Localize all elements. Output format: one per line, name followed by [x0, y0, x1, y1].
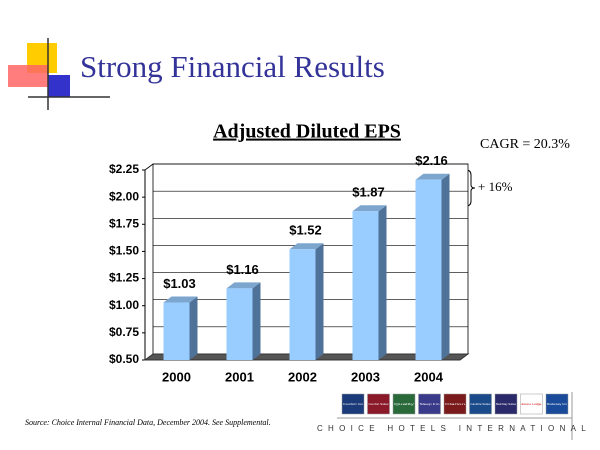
brand-name: Rodeway Inn — [547, 402, 567, 406]
brand-logo — [494, 393, 518, 415]
bar-side — [378, 205, 387, 360]
x-tick-label: 2002 — [288, 369, 317, 384]
deco-square — [48, 75, 70, 97]
x-tick-label: 2000 — [162, 369, 191, 384]
y-tick-label: $1.75 — [109, 216, 139, 230]
brand-name: Cambria Suites — [471, 402, 491, 406]
bar — [352, 211, 379, 360]
brand-name: Econo Lodge — [522, 402, 542, 406]
x-tick-label: 2003 — [351, 369, 380, 384]
y-tick-label: $0.75 — [109, 325, 139, 339]
y-tick-label: $2.25 — [109, 162, 139, 176]
bar — [226, 288, 253, 360]
brand-logo — [443, 393, 467, 415]
y-tick-label: $1.50 — [109, 244, 139, 258]
brand-logo — [469, 393, 492, 415]
company-name: CHOICE HOTELS INTERNATIONAL — [317, 424, 591, 433]
bar-top — [226, 282, 261, 289]
bar-top — [289, 243, 324, 250]
bar-top — [163, 296, 198, 303]
y-tick-label: $0.50 — [109, 352, 139, 366]
bar-side — [189, 296, 198, 360]
slide-title: Strong Financial Results — [80, 49, 385, 84]
bar-side — [252, 282, 261, 360]
brand-logo — [520, 393, 543, 415]
value-label: $1.52 — [289, 223, 322, 238]
brand-logo — [341, 393, 365, 415]
brand-name: Comfort Suites — [369, 402, 390, 406]
brand-logo — [367, 393, 390, 415]
brace — [465, 169, 476, 207]
source-note: Source: Choice Internal Financial Data, … — [25, 418, 271, 427]
brand-logo — [545, 393, 569, 415]
bar-top — [352, 205, 387, 212]
bar-top — [415, 173, 450, 180]
brand-name: MainStay Suites — [496, 402, 516, 406]
axis-line — [144, 163, 154, 171]
annotation: CAGR = 20.3% — [480, 137, 570, 152]
value-label: $1.16 — [226, 262, 259, 277]
y-tick-label: $1.00 — [109, 298, 139, 312]
bar — [415, 179, 442, 360]
bar-side — [441, 173, 450, 360]
deco-square — [8, 65, 48, 87]
y-tick-label: $1.25 — [109, 271, 139, 285]
bar — [289, 249, 316, 360]
chart-title: Adjusted Diluted EPS — [213, 121, 401, 143]
brand-name: Comfort Inn — [343, 402, 363, 406]
value-label: $1.87 — [352, 185, 385, 200]
brand-name: Clarion — [445, 402, 466, 406]
value-label: $2.16 — [415, 153, 448, 168]
bar-side — [315, 243, 324, 360]
bar — [163, 302, 190, 360]
brand-name: Sleep Inn — [420, 402, 441, 406]
x-tick-label: 2001 — [225, 369, 254, 384]
x-tick-label: 2004 — [414, 369, 444, 384]
annotation: + 16% — [478, 179, 513, 194]
brand-logo — [418, 393, 441, 415]
brand-name: Quality — [394, 402, 415, 406]
brand-logo — [392, 393, 416, 415]
y-tick-label: $2.00 — [109, 189, 139, 203]
value-label: $1.03 — [163, 276, 196, 291]
